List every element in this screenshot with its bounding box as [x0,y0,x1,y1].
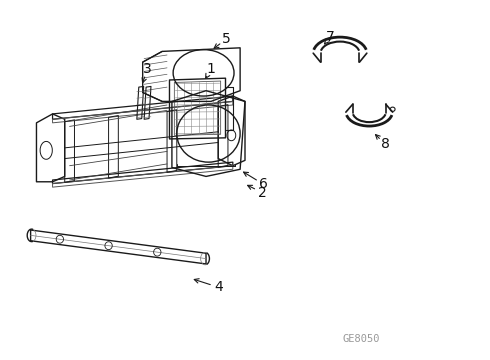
Text: 1: 1 [206,62,215,76]
Text: 4: 4 [214,280,222,294]
Text: 2: 2 [258,185,267,199]
Text: 7: 7 [326,30,335,44]
Text: 5: 5 [222,32,231,46]
Text: 3: 3 [143,62,152,76]
Text: 6: 6 [259,177,268,191]
Text: 8: 8 [381,137,390,151]
Text: GE8050: GE8050 [343,334,380,344]
